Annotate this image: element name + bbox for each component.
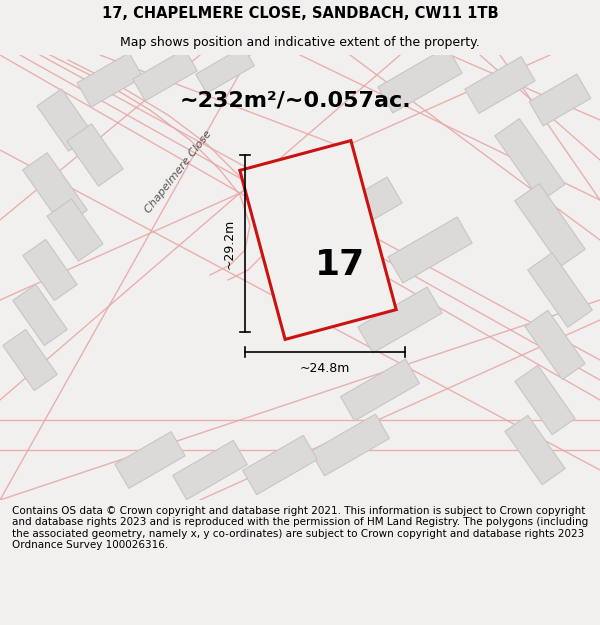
- Polygon shape: [341, 359, 419, 421]
- Polygon shape: [515, 366, 575, 434]
- Polygon shape: [525, 311, 585, 379]
- Polygon shape: [318, 177, 402, 243]
- Polygon shape: [13, 284, 67, 346]
- Polygon shape: [37, 89, 93, 151]
- Text: Map shows position and indicative extent of the property.: Map shows position and indicative extent…: [120, 36, 480, 49]
- Polygon shape: [67, 124, 123, 186]
- Text: Chapelmere Close: Chapelmere Close: [143, 129, 213, 215]
- Polygon shape: [378, 47, 462, 113]
- Polygon shape: [196, 47, 254, 93]
- Polygon shape: [77, 53, 143, 107]
- Polygon shape: [495, 119, 565, 201]
- Polygon shape: [47, 199, 103, 261]
- Polygon shape: [358, 287, 442, 353]
- Text: 17: 17: [315, 248, 365, 282]
- Polygon shape: [23, 239, 77, 301]
- Polygon shape: [311, 414, 389, 476]
- Polygon shape: [23, 152, 88, 228]
- Polygon shape: [3, 329, 57, 391]
- Polygon shape: [388, 217, 472, 283]
- Polygon shape: [133, 49, 197, 101]
- Polygon shape: [240, 141, 396, 339]
- Polygon shape: [173, 441, 247, 499]
- Polygon shape: [529, 74, 591, 126]
- Polygon shape: [505, 416, 565, 484]
- Polygon shape: [527, 253, 592, 328]
- Text: ~232m²/~0.057ac.: ~232m²/~0.057ac.: [179, 90, 411, 110]
- Polygon shape: [115, 432, 185, 488]
- Polygon shape: [515, 184, 585, 266]
- Text: ~29.2m: ~29.2m: [223, 218, 235, 269]
- Polygon shape: [465, 57, 535, 113]
- Text: ~24.8m: ~24.8m: [300, 361, 350, 374]
- Text: 17, CHAPELMERE CLOSE, SANDBACH, CW11 1TB: 17, CHAPELMERE CLOSE, SANDBACH, CW11 1TB: [101, 6, 499, 21]
- Polygon shape: [242, 436, 317, 494]
- Text: Contains OS data © Crown copyright and database right 2021. This information is : Contains OS data © Crown copyright and d…: [12, 506, 588, 550]
